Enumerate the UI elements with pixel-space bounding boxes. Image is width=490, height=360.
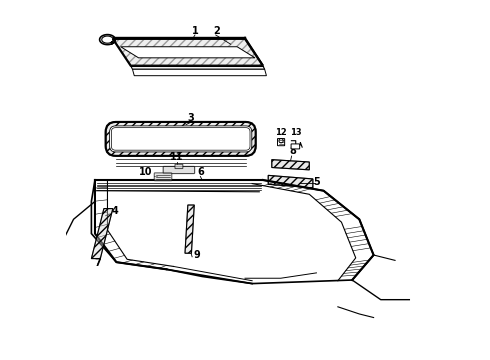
FancyBboxPatch shape	[291, 144, 300, 149]
FancyBboxPatch shape	[110, 126, 252, 152]
Text: 8: 8	[289, 146, 296, 156]
FancyBboxPatch shape	[111, 128, 250, 150]
Text: 3: 3	[187, 113, 194, 123]
FancyBboxPatch shape	[154, 173, 172, 181]
FancyBboxPatch shape	[175, 164, 183, 168]
Polygon shape	[132, 69, 267, 76]
Polygon shape	[268, 175, 313, 188]
Polygon shape	[185, 205, 194, 253]
FancyBboxPatch shape	[163, 166, 195, 174]
Polygon shape	[131, 66, 265, 69]
Text: 12: 12	[275, 128, 287, 137]
Text: 9: 9	[193, 250, 200, 260]
Text: 5: 5	[313, 177, 320, 187]
Polygon shape	[272, 159, 309, 170]
Polygon shape	[92, 180, 373, 284]
Text: 6: 6	[197, 167, 204, 177]
Text: 7: 7	[95, 258, 101, 269]
FancyBboxPatch shape	[277, 139, 285, 146]
Polygon shape	[121, 47, 255, 58]
Text: 4: 4	[111, 206, 118, 216]
Text: 2: 2	[213, 26, 220, 36]
FancyBboxPatch shape	[106, 122, 256, 156]
Text: 13: 13	[290, 128, 301, 137]
Text: 1: 1	[193, 26, 199, 36]
Polygon shape	[113, 39, 263, 66]
Polygon shape	[92, 208, 113, 258]
Text: 11: 11	[171, 152, 184, 162]
Text: 10: 10	[139, 167, 152, 177]
